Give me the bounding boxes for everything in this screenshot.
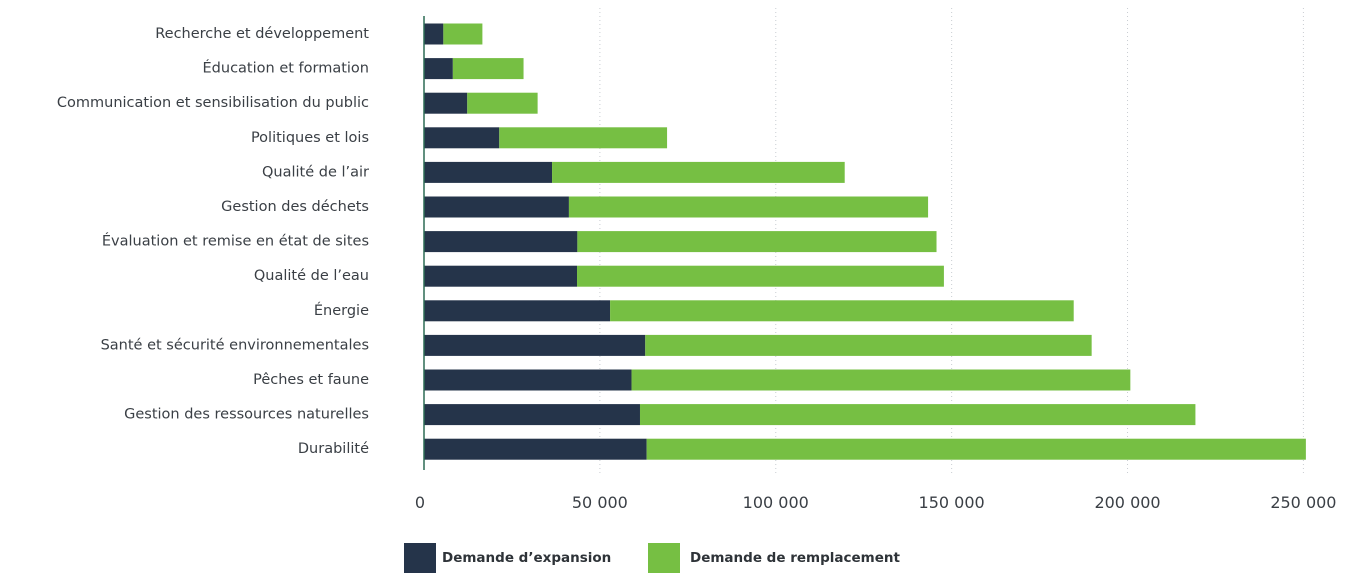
bar-remplacement-12 [646,438,1306,460]
category-label-2: Communication et sensibilisation du publ… [57,95,369,111]
bar-remplacement-10 [631,369,1131,391]
bar-expansion-10 [424,369,632,391]
bar-remplacement-11 [639,404,1196,426]
bar-expansion-7 [424,265,578,287]
bar-remplacement-0 [443,23,483,45]
bar-expansion-9 [424,334,646,356]
bar-remplacement-2 [467,92,538,114]
bar-remplacement-8 [610,300,1074,322]
x-tick-label-3: 150 000 [919,493,985,512]
category-label-0: Recherche et développement [155,26,369,42]
category-label-1: Éducation et formation [203,60,369,77]
bar-expansion-6 [424,231,578,253]
category-label-9: Santé et sécurité environnementales [101,337,369,353]
x-tick-label-2: 100 000 [743,493,809,512]
category-label-4: Qualité de l’air [262,164,369,180]
legend-swatch-1 [648,543,680,573]
category-label-3: Politiques et lois [251,130,369,146]
bar-remplacement-6 [577,231,937,253]
x-tick-label-0: 0 [415,493,425,512]
bar-remplacement-9 [645,334,1092,356]
bar-expansion-5 [424,196,569,218]
bar-remplacement-1 [452,58,524,80]
legend-swatch-0 [404,543,436,573]
legend: Demande d’expansion Demande de remplaceme… [404,543,900,573]
bar-expansion-4 [424,161,553,183]
category-label-12: Durabilité [298,441,369,457]
bar-expansion-1 [424,58,453,80]
x-tick-label-5: 250 000 [1270,493,1336,512]
category-label-6: Évaluation et remise en état de sites [102,233,369,250]
x-tick-label-4: 200 000 [1094,493,1160,512]
category-label-5: Gestion des déchets [221,199,369,215]
bar-remplacement-7 [577,265,944,287]
x-tick-labels: 0 50 000 100 000 150 000 200 000 250 000 [415,493,1337,512]
bar-remplacement-3 [499,127,668,149]
bar-expansion-11 [424,404,640,426]
legend-label-0: Demande d’expansion [442,550,611,566]
bar-expansion-2 [424,92,468,114]
bar-expansion-3 [424,127,500,149]
category-label-8: Énergie [314,302,369,319]
x-tick-label-1: 50 000 [572,493,628,512]
category-label-10: Pêches et faune [253,372,369,388]
legend-label-1: Demande de remplacement [690,550,900,566]
bar-remplacement-4 [552,161,845,183]
bar-remplacement-5 [568,196,929,218]
bar-expansion-12 [424,438,647,460]
category-labels: Recherche et développement Éducation et f… [57,26,369,457]
bars [424,23,1306,460]
bar-expansion-0 [424,23,444,45]
category-label-11: Gestion des ressources naturelles [124,407,369,423]
category-label-7: Qualité de l’eau [254,268,369,284]
bar-expansion-8 [424,300,611,322]
